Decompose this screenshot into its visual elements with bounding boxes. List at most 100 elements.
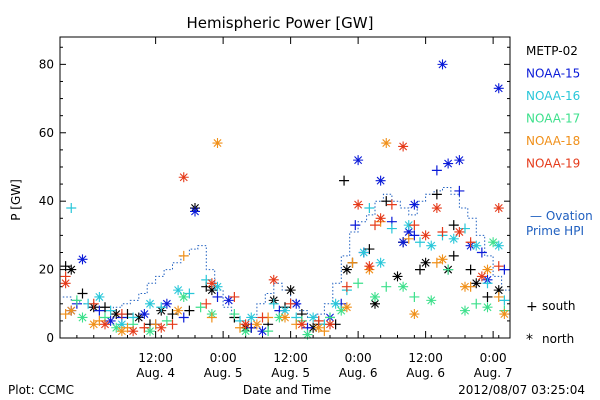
y-tick-label: 20 — [39, 263, 54, 277]
noaa-18-north-point — [212, 138, 223, 149]
noaa-17-north-point — [111, 322, 122, 333]
metp-02-south-point — [448, 220, 459, 231]
noaa-19-south-point — [341, 281, 352, 292]
noaa-18-north-point — [381, 138, 392, 149]
legend-south-symbol: + — [526, 299, 538, 315]
noaa-17-south-point — [195, 302, 206, 313]
noaa-19-north-point — [325, 319, 335, 330]
noaa-16-south-point — [66, 203, 77, 214]
noaa-15-north-point — [398, 237, 409, 248]
noaa-16-north-point — [426, 240, 437, 251]
metp-02-south-point — [465, 264, 476, 275]
noaa-15-south-point — [476, 247, 487, 258]
noaa-19-north-point — [493, 203, 504, 214]
legend-entry: NOAA-18 — [526, 134, 580, 148]
noaa-15-north-point — [257, 326, 268, 337]
legend-entry: NOAA-17 — [526, 112, 580, 126]
x-tick-label-date: Aug. 4 — [136, 366, 175, 380]
noaa-18-north-point — [313, 322, 324, 333]
noaa-17-north-point — [145, 326, 155, 337]
noaa-19-south-point — [116, 309, 127, 320]
noaa-15-north-point — [353, 155, 364, 166]
noaa-19-north-point — [60, 278, 71, 289]
noaa-16-north-point — [471, 240, 482, 251]
y-tick-label: 80 — [39, 57, 54, 71]
noaa-17-south-point — [229, 309, 240, 320]
noaa-16-north-point — [448, 233, 459, 244]
noaa-15-south-point — [499, 264, 510, 275]
noaa-18-north-point — [409, 309, 420, 320]
noaa-16-north-point — [308, 312, 319, 323]
legend-entry: NOAA-19 — [526, 157, 580, 171]
x-tick-label-time: 12:00 — [138, 351, 173, 365]
metp-02-south-point — [415, 264, 425, 275]
noaa-19-north-point — [206, 278, 217, 289]
noaa-19-south-point — [386, 199, 397, 210]
metp-02-south-point — [339, 175, 350, 186]
noaa-16-north-point — [246, 312, 257, 323]
noaa-16-south-point — [499, 295, 510, 306]
noaa-16-north-point — [212, 281, 223, 292]
x-tick-label-time: 12:00 — [408, 351, 443, 365]
legend-entry: NOAA-15 — [526, 67, 580, 81]
noaa-17-south-point — [353, 278, 364, 289]
noaa-19-north-point — [296, 319, 307, 330]
noaa-18-south-point — [60, 309, 71, 320]
x-tick-label-date: Aug. 6 — [339, 366, 378, 380]
legend-south-label: south — [542, 299, 576, 313]
metp-02-north-point — [111, 309, 122, 320]
noaa-19-north-point — [128, 326, 139, 337]
plot-frame — [59, 36, 511, 339]
y-axis-label: P [GW] — [9, 179, 23, 221]
metp-02-south-point — [431, 189, 442, 200]
legend-entry: METP-02 — [526, 44, 578, 58]
noaa-18-north-point — [88, 319, 99, 330]
x-axis-label: Date and Time — [243, 383, 331, 397]
x-tick-label-date: Aug. 6 — [406, 366, 445, 380]
noaa-18-south-point — [150, 319, 161, 330]
noaa-17-north-point — [488, 237, 499, 248]
metp-02-south-point — [100, 302, 110, 313]
metp-02-north-point — [285, 285, 296, 296]
metp-02-north-point — [471, 278, 482, 289]
x-tick-label-time: 0:00 — [210, 351, 237, 365]
noaa-18-north-point — [280, 312, 290, 323]
noaa-18-south-point — [347, 257, 358, 268]
noaa-15-north-point — [190, 206, 200, 217]
noaa-19-south-point — [493, 261, 504, 272]
noaa-18-south-point — [493, 291, 504, 302]
noaa-16-north-point — [145, 298, 155, 309]
metp-02-north-point — [66, 264, 77, 275]
metp-02-north-point — [420, 257, 431, 268]
noaa-19-south-point — [229, 291, 240, 302]
noaa-17-north-point — [240, 326, 251, 337]
data-points — [60, 59, 510, 340]
ovation-step-line — [62, 187, 510, 325]
noaa-19-south-point — [313, 315, 324, 326]
noaa-18-south-point — [319, 326, 330, 337]
noaa-15-north-point — [161, 298, 172, 309]
noaa-15-south-point — [178, 312, 189, 323]
noaa-19-north-point — [268, 274, 279, 285]
noaa-16-north-point — [403, 220, 414, 231]
metp-02-south-point — [381, 196, 392, 207]
noaa-16-south-point — [364, 203, 375, 214]
noaa-17-north-point — [336, 305, 347, 316]
y-tick-label: 0 — [46, 331, 54, 345]
noaa-17-south-point — [161, 315, 172, 326]
noaa-15-south-point — [246, 322, 257, 333]
noaa-18-south-point — [206, 312, 217, 323]
noaa-17-north-point — [178, 291, 189, 302]
footer-credit: Plot: CCMC — [8, 383, 74, 397]
noaa-18-north-point — [482, 264, 493, 275]
noaa-16-north-point — [375, 257, 386, 268]
noaa-16-south-point — [415, 237, 425, 248]
noaa-15-north-point — [409, 199, 420, 210]
noaa-19-north-point — [100, 319, 110, 330]
noaa-18-north-point — [460, 281, 470, 292]
noaa-19-north-point — [353, 199, 364, 210]
noaa-15-north-point — [105, 315, 116, 326]
footer-timestamp: 2012/08/07 03:25:04 — [458, 383, 585, 397]
noaa-15-north-point — [493, 83, 504, 94]
